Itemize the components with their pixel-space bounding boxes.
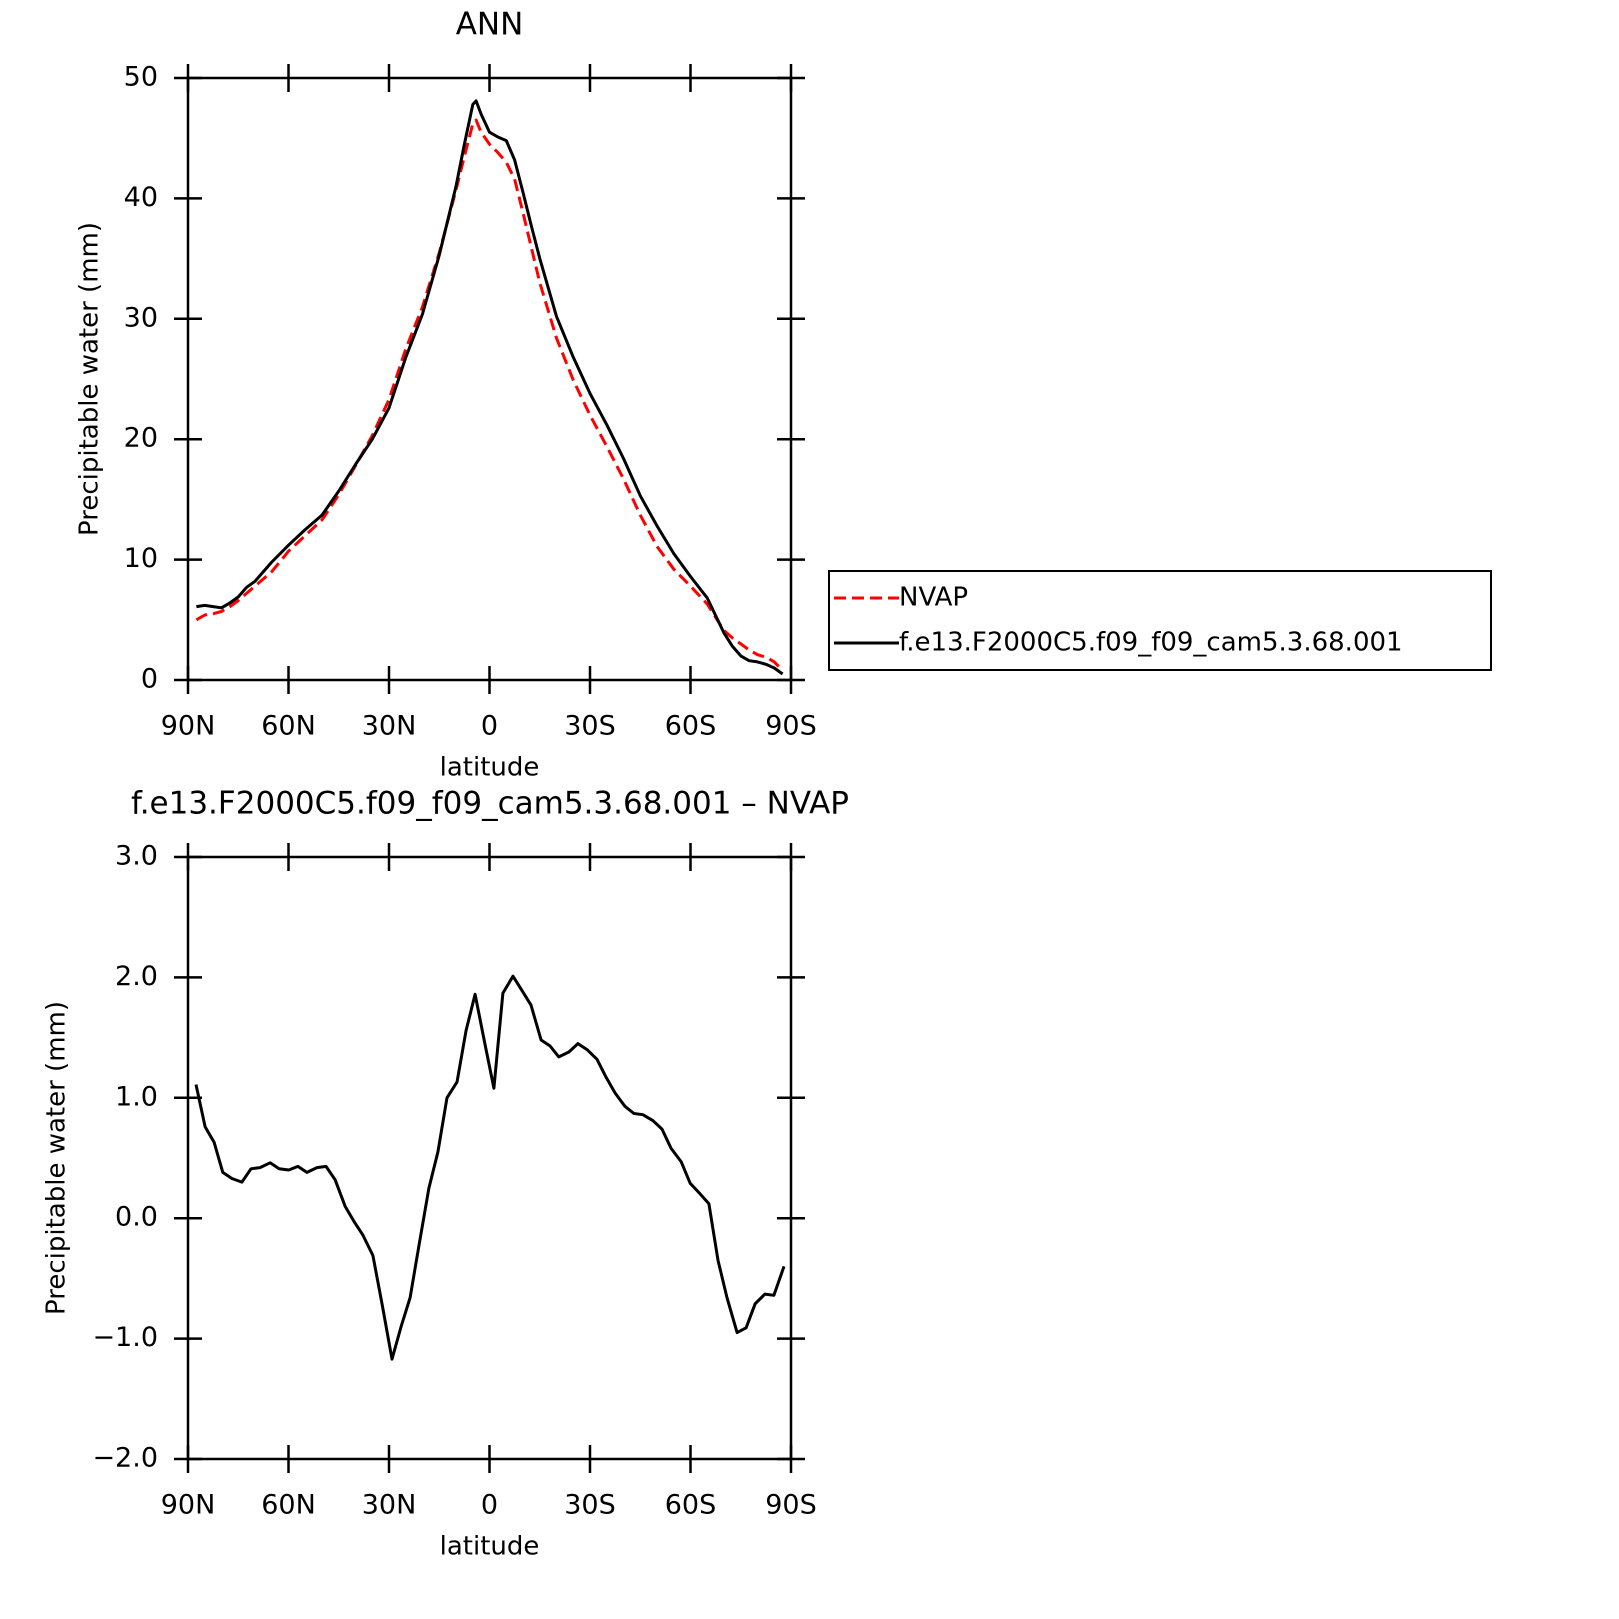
y-tick-label: 30	[124, 302, 158, 333]
y-tick-label: 2.0	[115, 961, 158, 992]
y-tick-label: 40	[124, 182, 158, 213]
x-tick-label: 30N	[362, 1490, 417, 1521]
y-axis-label: Precipitable water (mm)	[75, 222, 105, 536]
x-tick-label: 90N	[161, 1490, 216, 1521]
legend-label: f.e13.F2000C5.f09_f09_cam5.3.68.001	[899, 628, 1403, 658]
y-tick-label: 50	[124, 62, 158, 93]
data-line	[195, 118, 784, 672]
x-tick-label: 0	[481, 1490, 498, 1521]
x-tick-label: 60N	[261, 711, 316, 742]
data-line	[196, 99, 784, 676]
x-tick-label: 60S	[665, 711, 717, 742]
x-tick-label: 90S	[765, 1490, 817, 1521]
data-line	[194, 974, 786, 1361]
legend-box	[828, 570, 1492, 671]
x-tick-label: 90S	[765, 711, 817, 742]
y-tick-label: −1.0	[92, 1322, 158, 1353]
y-tick-label: 0	[141, 664, 158, 695]
plot-frame	[186, 76, 793, 682]
x-tick-label: 60N	[261, 1490, 316, 1521]
x-tick-label: 30S	[564, 1490, 616, 1521]
x-tick-label: 30N	[362, 711, 417, 742]
y-tick-label: −2.0	[92, 1443, 158, 1474]
x-tick-label: 30S	[564, 711, 616, 742]
chart-title: ANN	[456, 7, 524, 43]
x-tick-label: 90N	[161, 711, 216, 742]
chart-title: f.e13.F2000C5.f09_f09_cam5.3.68.001 – NV…	[131, 786, 849, 822]
y-tick-label: 10	[124, 543, 158, 574]
y-tick-label: 1.0	[115, 1081, 158, 1112]
y-axis-label: Precipitable water (mm)	[42, 1001, 72, 1315]
x-axis-label: latitude	[440, 753, 540, 783]
x-tick-label: 0	[481, 711, 498, 742]
x-axis-label: latitude	[440, 1532, 540, 1562]
y-tick-label: 20	[124, 423, 158, 454]
y-tick-label: 0.0	[115, 1202, 158, 1233]
x-tick-label: 60S	[665, 1490, 717, 1521]
plot-frame	[186, 855, 793, 1461]
y-tick-label: 3.0	[115, 841, 158, 872]
legend-label: NVAP	[899, 583, 968, 613]
